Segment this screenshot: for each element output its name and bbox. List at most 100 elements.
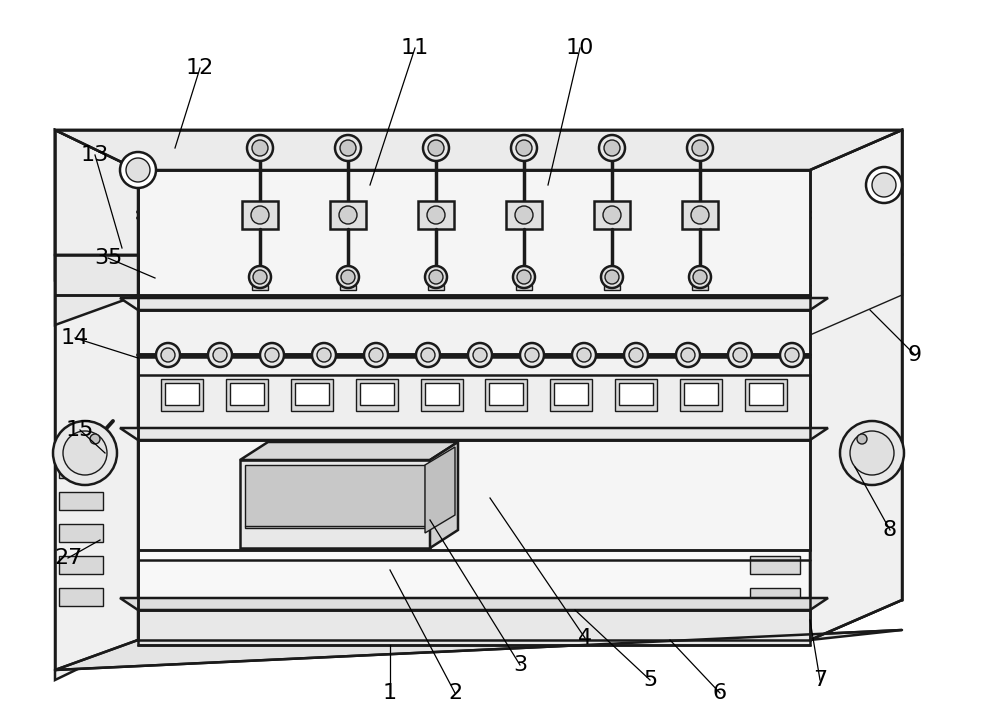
Circle shape [156, 343, 180, 367]
Circle shape [513, 266, 535, 288]
Circle shape [364, 343, 388, 367]
Circle shape [53, 421, 117, 485]
Text: 15: 15 [66, 420, 94, 440]
Polygon shape [430, 442, 458, 548]
Circle shape [335, 135, 361, 161]
Circle shape [161, 348, 175, 362]
Circle shape [317, 348, 331, 362]
Polygon shape [418, 201, 454, 229]
Polygon shape [55, 130, 902, 170]
Polygon shape [750, 588, 800, 606]
Polygon shape [138, 610, 810, 645]
Polygon shape [55, 130, 138, 680]
Circle shape [425, 266, 447, 288]
Text: 8: 8 [883, 520, 897, 540]
Polygon shape [59, 492, 103, 510]
Circle shape [468, 343, 492, 367]
Circle shape [340, 140, 356, 156]
Circle shape [429, 270, 443, 284]
Circle shape [208, 343, 232, 367]
Circle shape [369, 348, 383, 362]
Circle shape [213, 348, 227, 362]
Polygon shape [340, 285, 356, 290]
Polygon shape [120, 298, 828, 310]
Circle shape [249, 266, 271, 288]
Text: 6: 6 [713, 683, 727, 703]
Circle shape [693, 270, 707, 284]
Polygon shape [506, 201, 542, 229]
Text: 14: 14 [61, 328, 89, 348]
Circle shape [681, 348, 695, 362]
Polygon shape [59, 460, 103, 478]
Polygon shape [750, 524, 800, 542]
Circle shape [850, 431, 894, 475]
Polygon shape [810, 130, 902, 295]
Polygon shape [55, 255, 138, 325]
Circle shape [605, 270, 619, 284]
Circle shape [416, 343, 440, 367]
Circle shape [312, 343, 336, 367]
Polygon shape [554, 383, 588, 405]
Polygon shape [485, 379, 527, 411]
Circle shape [515, 206, 533, 224]
Polygon shape [120, 598, 828, 610]
Polygon shape [684, 383, 718, 405]
Polygon shape [810, 130, 902, 640]
Polygon shape [226, 379, 268, 411]
Polygon shape [425, 383, 459, 405]
Circle shape [247, 135, 273, 161]
Circle shape [691, 206, 709, 224]
Polygon shape [428, 285, 444, 290]
Polygon shape [138, 170, 810, 295]
Text: 7: 7 [813, 670, 827, 690]
Circle shape [421, 348, 435, 362]
Circle shape [687, 135, 713, 161]
Circle shape [733, 348, 747, 362]
Text: 4: 4 [578, 628, 592, 648]
Text: 5: 5 [643, 670, 657, 690]
Circle shape [423, 135, 449, 161]
Circle shape [260, 343, 284, 367]
Circle shape [689, 266, 711, 288]
Polygon shape [245, 465, 425, 528]
Circle shape [572, 343, 596, 367]
Circle shape [577, 348, 591, 362]
Circle shape [866, 167, 902, 203]
Polygon shape [120, 428, 828, 440]
Circle shape [857, 434, 867, 444]
Polygon shape [55, 630, 902, 670]
Circle shape [780, 343, 804, 367]
Circle shape [692, 140, 708, 156]
Circle shape [629, 348, 643, 362]
Polygon shape [230, 383, 264, 405]
Text: 9: 9 [908, 345, 922, 365]
Circle shape [517, 270, 531, 284]
Circle shape [603, 206, 621, 224]
Polygon shape [516, 285, 532, 290]
Polygon shape [425, 447, 455, 533]
Polygon shape [750, 556, 800, 574]
Polygon shape [750, 460, 800, 478]
Circle shape [520, 343, 544, 367]
Circle shape [840, 421, 904, 485]
Polygon shape [615, 379, 657, 411]
Text: 11: 11 [401, 38, 429, 58]
Polygon shape [749, 383, 783, 405]
Circle shape [676, 343, 700, 367]
Polygon shape [242, 201, 278, 229]
Text: 3: 3 [513, 655, 527, 675]
Polygon shape [550, 379, 592, 411]
Circle shape [337, 266, 359, 288]
Polygon shape [810, 255, 902, 335]
Polygon shape [360, 383, 394, 405]
Bar [55, 130, 138, 255]
Polygon shape [55, 130, 138, 280]
Polygon shape [138, 375, 810, 430]
Polygon shape [680, 379, 722, 411]
Polygon shape [55, 130, 902, 170]
Polygon shape [295, 383, 329, 405]
Text: 10: 10 [566, 38, 594, 58]
Circle shape [251, 206, 269, 224]
Polygon shape [240, 460, 430, 548]
Text: 13: 13 [81, 145, 109, 165]
